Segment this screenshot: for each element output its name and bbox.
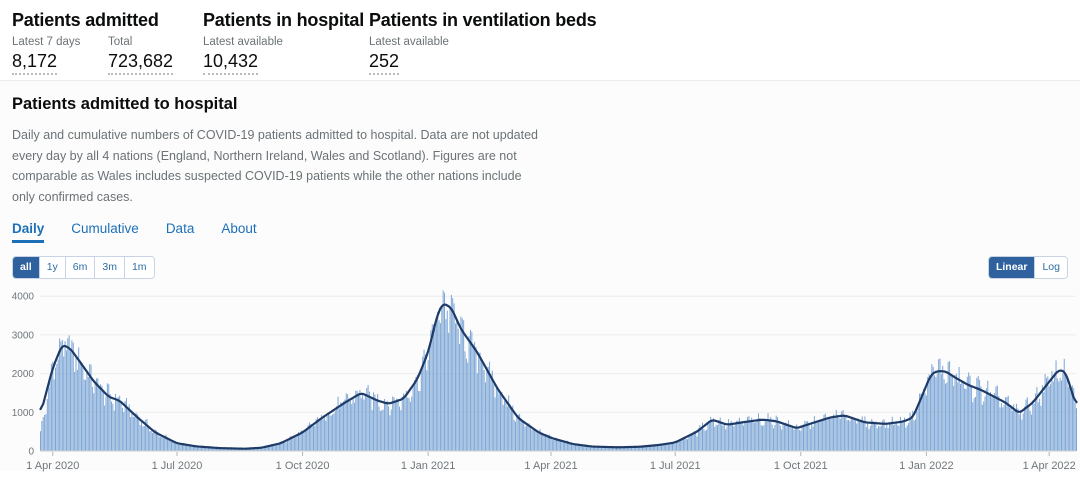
- range-3m-button[interactable]: 3m: [95, 257, 125, 278]
- y-axis-label: 0: [28, 446, 34, 457]
- metric-group: Patients in hospital Latest available 10,4…: [203, 10, 369, 80]
- average-line-series: [39, 303, 1078, 450]
- tab-data[interactable]: Data: [165, 221, 195, 236]
- metric-title: Patients admitted: [12, 10, 159, 30]
- stat-label: Total: [108, 36, 133, 48]
- time-range-group: all 1y 6m 3m 1m: [12, 256, 155, 279]
- x-axis-label: 1 Jan 2022: [899, 460, 953, 472]
- admissions-chart[interactable]: 0 1000 2000 3000 4000 1 Apr 2020 1 Jul 2020 1 O…: [0, 283, 1080, 483]
- x-axis-label: 1 Apr 2021: [524, 460, 577, 472]
- scale-toggle-group: Linear Log: [987, 256, 1068, 279]
- x-axis-label: 1 Jan 2021: [401, 460, 455, 472]
- tab-daily[interactable]: Daily: [12, 221, 45, 243]
- metric-stat: Latest 7 days 8,172: [12, 36, 108, 75]
- chart-tabs: Daily Cumulative Data About: [12, 221, 1068, 243]
- metric-group: Patients admitted Latest 7 days 8,172 Total…: [12, 10, 203, 80]
- range-1y-button[interactable]: 1y: [39, 257, 66, 278]
- chart-toolbar: all 1y 6m 3m 1m Linear Log: [12, 256, 1068, 279]
- metric-title: Patients in hospital: [203, 10, 365, 30]
- tab-about[interactable]: About: [221, 221, 257, 236]
- x-axis-label: 1 Apr 2022: [1023, 460, 1076, 472]
- card-title: Patients admitted to hospital: [12, 95, 238, 113]
- stat-value[interactable]: 10,432: [203, 51, 259, 75]
- metric-stat: Latest available 252: [369, 36, 465, 75]
- x-axis-label: 1 Oct 2021: [774, 460, 828, 472]
- stat-label: Latest available: [369, 36, 449, 48]
- chart-area: 0 1000 2000 3000 4000 1 Apr 2020 1 Jul 2020 1 O…: [0, 283, 1080, 483]
- daily-bars-series: [40, 289, 1077, 451]
- y-axis-label: 4000: [12, 291, 35, 302]
- metric-stats: Latest available 10,432: [203, 36, 369, 75]
- card-description: Daily and cumulative numbers of COVID-19…: [12, 128, 538, 204]
- range-all-button[interactable]: all: [13, 257, 40, 278]
- patients-admitted-card: Patients admitted to hospital Daily and …: [0, 80, 1080, 472]
- stat-value[interactable]: 723,682: [108, 51, 174, 75]
- range-6m-button[interactable]: 6m: [65, 257, 96, 278]
- range-1m-button[interactable]: 1m: [124, 257, 154, 278]
- y-axis-label: 3000: [12, 330, 35, 341]
- x-axis-label: 1 Oct 2020: [276, 460, 330, 472]
- scale-log-button[interactable]: Log: [1035, 257, 1067, 278]
- tab-cumulative[interactable]: Cumulative: [71, 221, 139, 236]
- stat-label: Latest available: [203, 36, 283, 48]
- stat-value[interactable]: 252: [369, 51, 400, 75]
- y-axis-label: 2000: [12, 369, 35, 380]
- scale-linear-button[interactable]: Linear: [988, 257, 1036, 278]
- x-axis-label: 1 Jul 2020: [152, 460, 203, 472]
- metric-stat: Total 723,682: [108, 36, 204, 75]
- x-axis-label: 1 Jul 2021: [650, 460, 701, 472]
- stat-label: Latest 7 days: [12, 36, 81, 48]
- y-axis-label: 1000: [12, 407, 35, 418]
- x-axis-label: 1 Apr 2020: [26, 460, 79, 472]
- metric-stats: Latest 7 days 8,172 Total 723,682: [12, 36, 203, 75]
- stat-value[interactable]: 8,172: [12, 51, 58, 75]
- metric-group: Patients in ventilation beds Latest avail…: [369, 10, 597, 80]
- metric-stats: Latest available 252: [369, 36, 596, 75]
- headline-metrics: Patients admitted Latest 7 days 8,172 Total…: [0, 0, 1080, 80]
- metric-stat: Latest available 10,432: [203, 36, 299, 75]
- metric-title: Patients in ventilation beds: [369, 10, 597, 30]
